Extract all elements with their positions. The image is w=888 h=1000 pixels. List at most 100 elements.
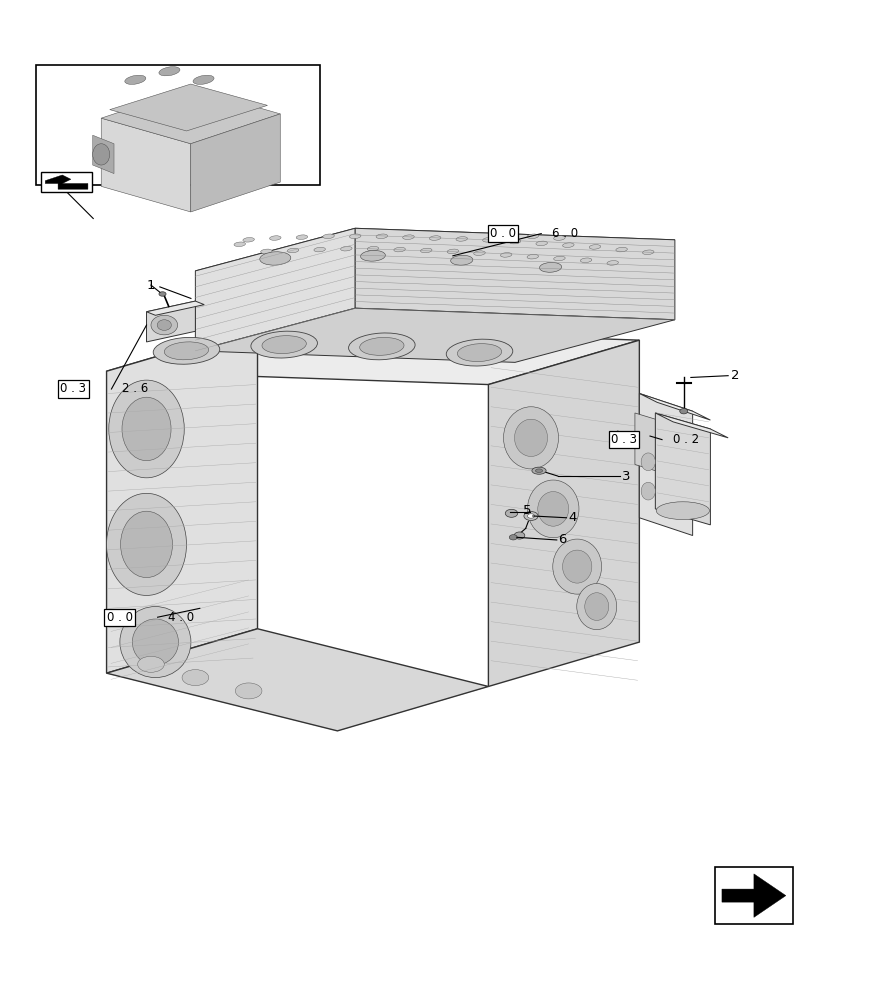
Polygon shape: [195, 228, 675, 282]
Ellipse shape: [456, 237, 467, 241]
Ellipse shape: [121, 511, 172, 578]
Ellipse shape: [656, 502, 710, 520]
Ellipse shape: [235, 683, 262, 699]
Ellipse shape: [151, 315, 178, 335]
Ellipse shape: [510, 239, 520, 244]
Polygon shape: [655, 413, 728, 438]
Ellipse shape: [288, 248, 298, 253]
Text: 3: 3: [622, 470, 630, 483]
Polygon shape: [635, 413, 655, 471]
Polygon shape: [488, 340, 639, 686]
Ellipse shape: [554, 256, 565, 261]
Ellipse shape: [430, 236, 440, 240]
Polygon shape: [195, 308, 675, 362]
Polygon shape: [147, 301, 195, 342]
Polygon shape: [639, 393, 710, 420]
Ellipse shape: [270, 236, 281, 240]
Ellipse shape: [577, 583, 616, 630]
Ellipse shape: [92, 144, 110, 165]
Ellipse shape: [138, 656, 164, 672]
Ellipse shape: [552, 539, 601, 594]
Ellipse shape: [109, 380, 185, 478]
Ellipse shape: [501, 253, 511, 257]
Ellipse shape: [584, 593, 609, 620]
Text: 6 . 0: 6 . 0: [552, 227, 578, 240]
Text: 4 . 0: 4 . 0: [168, 611, 194, 624]
Ellipse shape: [616, 247, 627, 252]
Polygon shape: [92, 135, 114, 174]
Ellipse shape: [157, 320, 171, 330]
Text: 4: 4: [568, 511, 576, 524]
Ellipse shape: [448, 249, 458, 254]
Ellipse shape: [540, 262, 561, 272]
Ellipse shape: [527, 254, 538, 259]
Ellipse shape: [451, 255, 472, 265]
Ellipse shape: [262, 336, 306, 354]
Text: 1: 1: [147, 279, 155, 292]
Ellipse shape: [527, 514, 535, 518]
Polygon shape: [107, 629, 488, 731]
Text: 2 . 6: 2 . 6: [123, 382, 148, 395]
Ellipse shape: [483, 238, 494, 242]
Ellipse shape: [505, 509, 518, 517]
Ellipse shape: [243, 238, 254, 242]
Polygon shape: [101, 88, 281, 144]
Polygon shape: [107, 327, 639, 385]
Ellipse shape: [314, 247, 325, 252]
Ellipse shape: [536, 241, 547, 246]
Ellipse shape: [562, 550, 591, 583]
Ellipse shape: [377, 234, 387, 239]
Ellipse shape: [132, 619, 178, 665]
Ellipse shape: [341, 246, 352, 251]
Ellipse shape: [297, 235, 307, 239]
Polygon shape: [107, 327, 258, 673]
Ellipse shape: [514, 532, 525, 539]
Ellipse shape: [447, 339, 512, 366]
Ellipse shape: [159, 67, 180, 76]
Ellipse shape: [234, 242, 245, 247]
Text: 2: 2: [731, 369, 740, 382]
Polygon shape: [195, 228, 355, 351]
Ellipse shape: [261, 249, 272, 254]
Ellipse shape: [641, 453, 655, 471]
Ellipse shape: [421, 248, 432, 253]
Ellipse shape: [527, 234, 538, 239]
Ellipse shape: [154, 337, 219, 364]
Polygon shape: [45, 175, 88, 189]
Text: 0 . 3: 0 . 3: [611, 433, 637, 446]
Ellipse shape: [590, 245, 600, 249]
Ellipse shape: [607, 261, 618, 265]
Ellipse shape: [120, 607, 191, 678]
Ellipse shape: [680, 409, 687, 414]
Ellipse shape: [554, 236, 565, 240]
Ellipse shape: [323, 234, 334, 239]
Polygon shape: [191, 114, 281, 212]
Ellipse shape: [159, 292, 166, 296]
Polygon shape: [147, 301, 204, 315]
Ellipse shape: [581, 258, 591, 263]
Ellipse shape: [350, 234, 361, 239]
Text: 0 . 2: 0 . 2: [673, 433, 699, 446]
Bar: [36, 65, 320, 185]
Ellipse shape: [527, 480, 579, 538]
Bar: [715, 867, 793, 924]
Text: 0 . 3: 0 . 3: [60, 382, 86, 395]
Ellipse shape: [125, 75, 146, 84]
Ellipse shape: [532, 467, 546, 474]
Ellipse shape: [503, 407, 559, 469]
Ellipse shape: [251, 331, 317, 358]
Polygon shape: [639, 393, 693, 536]
Text: 0 . 0: 0 . 0: [107, 611, 132, 624]
Ellipse shape: [457, 344, 502, 362]
Ellipse shape: [474, 251, 485, 255]
Ellipse shape: [260, 252, 290, 265]
Ellipse shape: [349, 333, 415, 360]
Ellipse shape: [514, 419, 548, 456]
Polygon shape: [722, 874, 786, 917]
Ellipse shape: [394, 247, 405, 252]
Ellipse shape: [360, 337, 404, 355]
Ellipse shape: [403, 235, 414, 239]
Ellipse shape: [643, 250, 654, 255]
Ellipse shape: [122, 397, 171, 461]
Ellipse shape: [538, 492, 568, 526]
